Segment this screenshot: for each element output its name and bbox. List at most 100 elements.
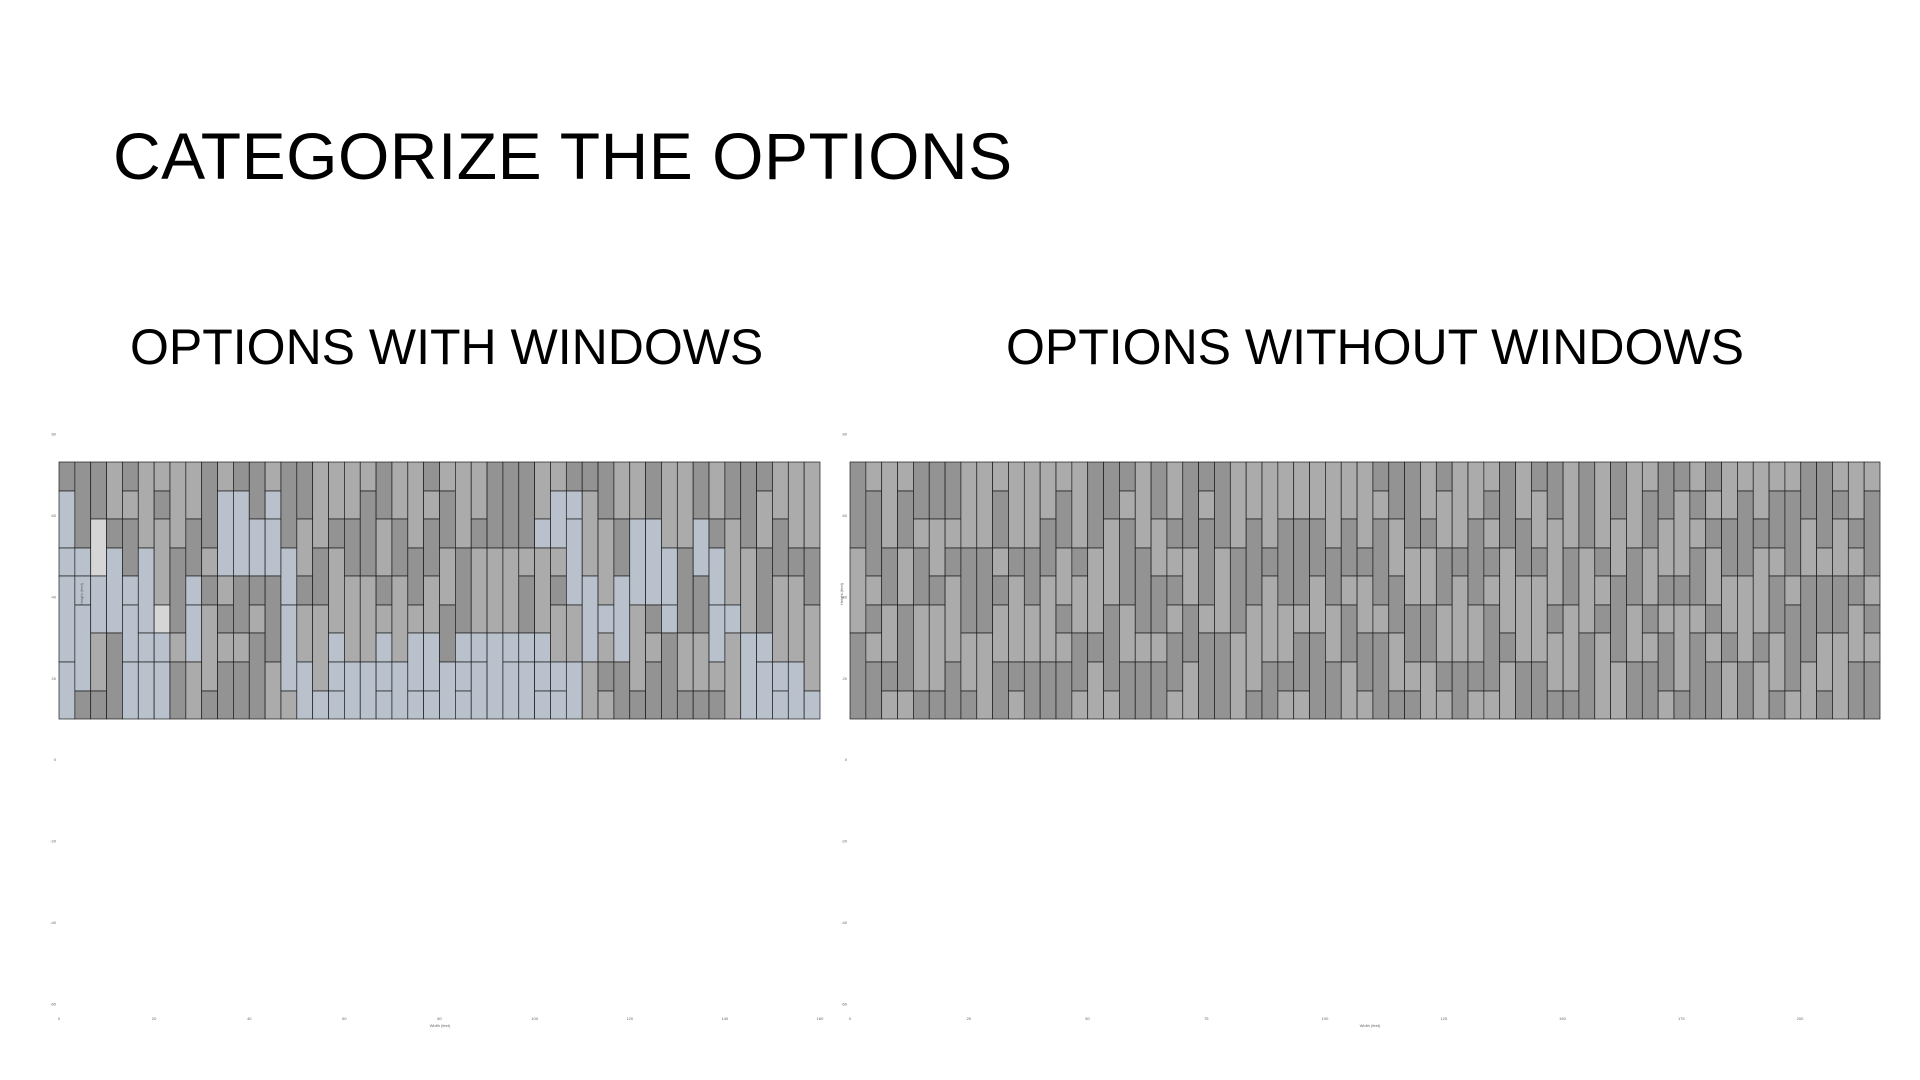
- wall-panel: [1404, 547, 1421, 606]
- wall-panel: [1435, 661, 1453, 692]
- wall-panel: [1768, 632, 1786, 692]
- wall-panel: [1119, 518, 1136, 606]
- wall-panel: [1055, 661, 1073, 720]
- wall-panel: [756, 547, 773, 634]
- wall-panel: [407, 547, 424, 606]
- wall-panel: [375, 661, 393, 692]
- y-tick-label: -40: [841, 920, 848, 925]
- wall-panel: [74, 461, 92, 549]
- wall-panel: [772, 518, 789, 577]
- wall-panel: [597, 518, 615, 606]
- wall-panel: [1847, 547, 1865, 577]
- wall-panel: [1752, 547, 1770, 634]
- wall-panel: [328, 518, 345, 549]
- wall-panel: [550, 690, 567, 720]
- wall-panel: [153, 461, 171, 492]
- wall-panel: [296, 661, 314, 720]
- wall-panel: [1784, 461, 1802, 492]
- wall-panel: [1451, 575, 1469, 663]
- wall-panel: [122, 490, 139, 520]
- left-axis-ticks: 80 60 40 20 0 -20 -40 -60 0 20 40 60 80 100 120 140 160: [50, 432, 824, 1022]
- wall-panel: [502, 547, 520, 634]
- wall-panel: [881, 461, 898, 549]
- wall-panel: [1055, 604, 1073, 634]
- wall-panel: [1562, 547, 1580, 606]
- wall-panel: [550, 604, 567, 663]
- wall-panel: [1610, 461, 1627, 520]
- wall-panel: [1261, 661, 1279, 720]
- wall-panel: [581, 461, 599, 492]
- wall-panel: [248, 604, 266, 634]
- wall-panel: [1752, 518, 1770, 549]
- wall-panel: [1388, 518, 1405, 577]
- wall-panel: [550, 490, 567, 549]
- wall-panel: [1515, 518, 1532, 577]
- wall-panel: [185, 461, 203, 520]
- wall-panel: [645, 461, 662, 520]
- wall-panel: [264, 575, 282, 663]
- wall-panel: [1832, 490, 1849, 520]
- wall-panel: [1039, 661, 1057, 720]
- wall-panel: [1435, 490, 1453, 549]
- wall-panel: [613, 518, 631, 577]
- wall-panel: [803, 547, 821, 606]
- wall-panel: [233, 461, 250, 492]
- wall-panel: [201, 575, 218, 606]
- wall-panel: [58, 547, 76, 577]
- wall-panel: [1340, 575, 1358, 606]
- wall-panel: [1737, 575, 1754, 663]
- wall-panel: [992, 575, 1009, 606]
- wall-panel: [534, 690, 551, 720]
- wall-panel: [137, 661, 155, 720]
- wall-panel: [1816, 461, 1833, 549]
- wall-panel: [1467, 604, 1485, 663]
- wall-panel: [1435, 604, 1453, 663]
- wall-panel: [122, 575, 139, 606]
- heading-options-with-windows: OPTIONS WITH WINDOWS: [130, 319, 764, 375]
- wall-panel: [1832, 632, 1849, 720]
- wall-panel: [1467, 661, 1485, 692]
- x-tick-label: 160: [817, 1016, 824, 1021]
- wall-panel: [1467, 461, 1485, 520]
- wall-panel: [312, 690, 329, 720]
- wall-panel: [1103, 690, 1120, 720]
- wall-panel: [849, 547, 867, 634]
- wall-panel: [629, 690, 646, 720]
- wall-panel: [1372, 604, 1390, 634]
- wall-panel: [470, 661, 488, 720]
- wall-panel: [1134, 547, 1152, 634]
- wall-panel: [581, 490, 599, 577]
- wall-panel: [344, 461, 361, 520]
- wall-panel: [1689, 490, 1707, 520]
- wall-panel: [1531, 547, 1548, 577]
- y-tick-label: 40: [843, 594, 848, 599]
- wall-panel: [613, 575, 631, 663]
- wall-panel: [550, 461, 567, 492]
- wall-panel: [1657, 575, 1675, 606]
- wall-panel: [976, 632, 993, 720]
- wall-panel: [960, 547, 978, 634]
- wall-panel: [1023, 604, 1041, 663]
- wall-panel: [407, 690, 424, 720]
- wall-panel: [1150, 632, 1168, 663]
- wall-panel: [724, 518, 742, 606]
- y-tick-label: 40: [52, 594, 57, 599]
- wall-panel: [423, 575, 440, 634]
- wall-panel: [1610, 575, 1627, 663]
- wall-panel: [1372, 461, 1390, 492]
- wall-panel: [486, 461, 504, 549]
- wall-panel: [233, 661, 250, 720]
- wall-panel: [1404, 661, 1421, 692]
- wall-panel: [518, 632, 535, 663]
- wall-panel: [1277, 604, 1295, 663]
- wall-panel: [1023, 661, 1041, 720]
- wall-panel: [740, 461, 757, 549]
- wall-panel: [756, 490, 773, 549]
- y-tick-label: 80: [52, 432, 57, 437]
- wall-panel: [1784, 690, 1802, 720]
- wall-panel: [865, 575, 883, 606]
- wall-panel: [597, 461, 615, 520]
- wall-panel: [1816, 690, 1833, 720]
- wall-panel: [217, 604, 234, 634]
- wall-panel: [881, 690, 898, 720]
